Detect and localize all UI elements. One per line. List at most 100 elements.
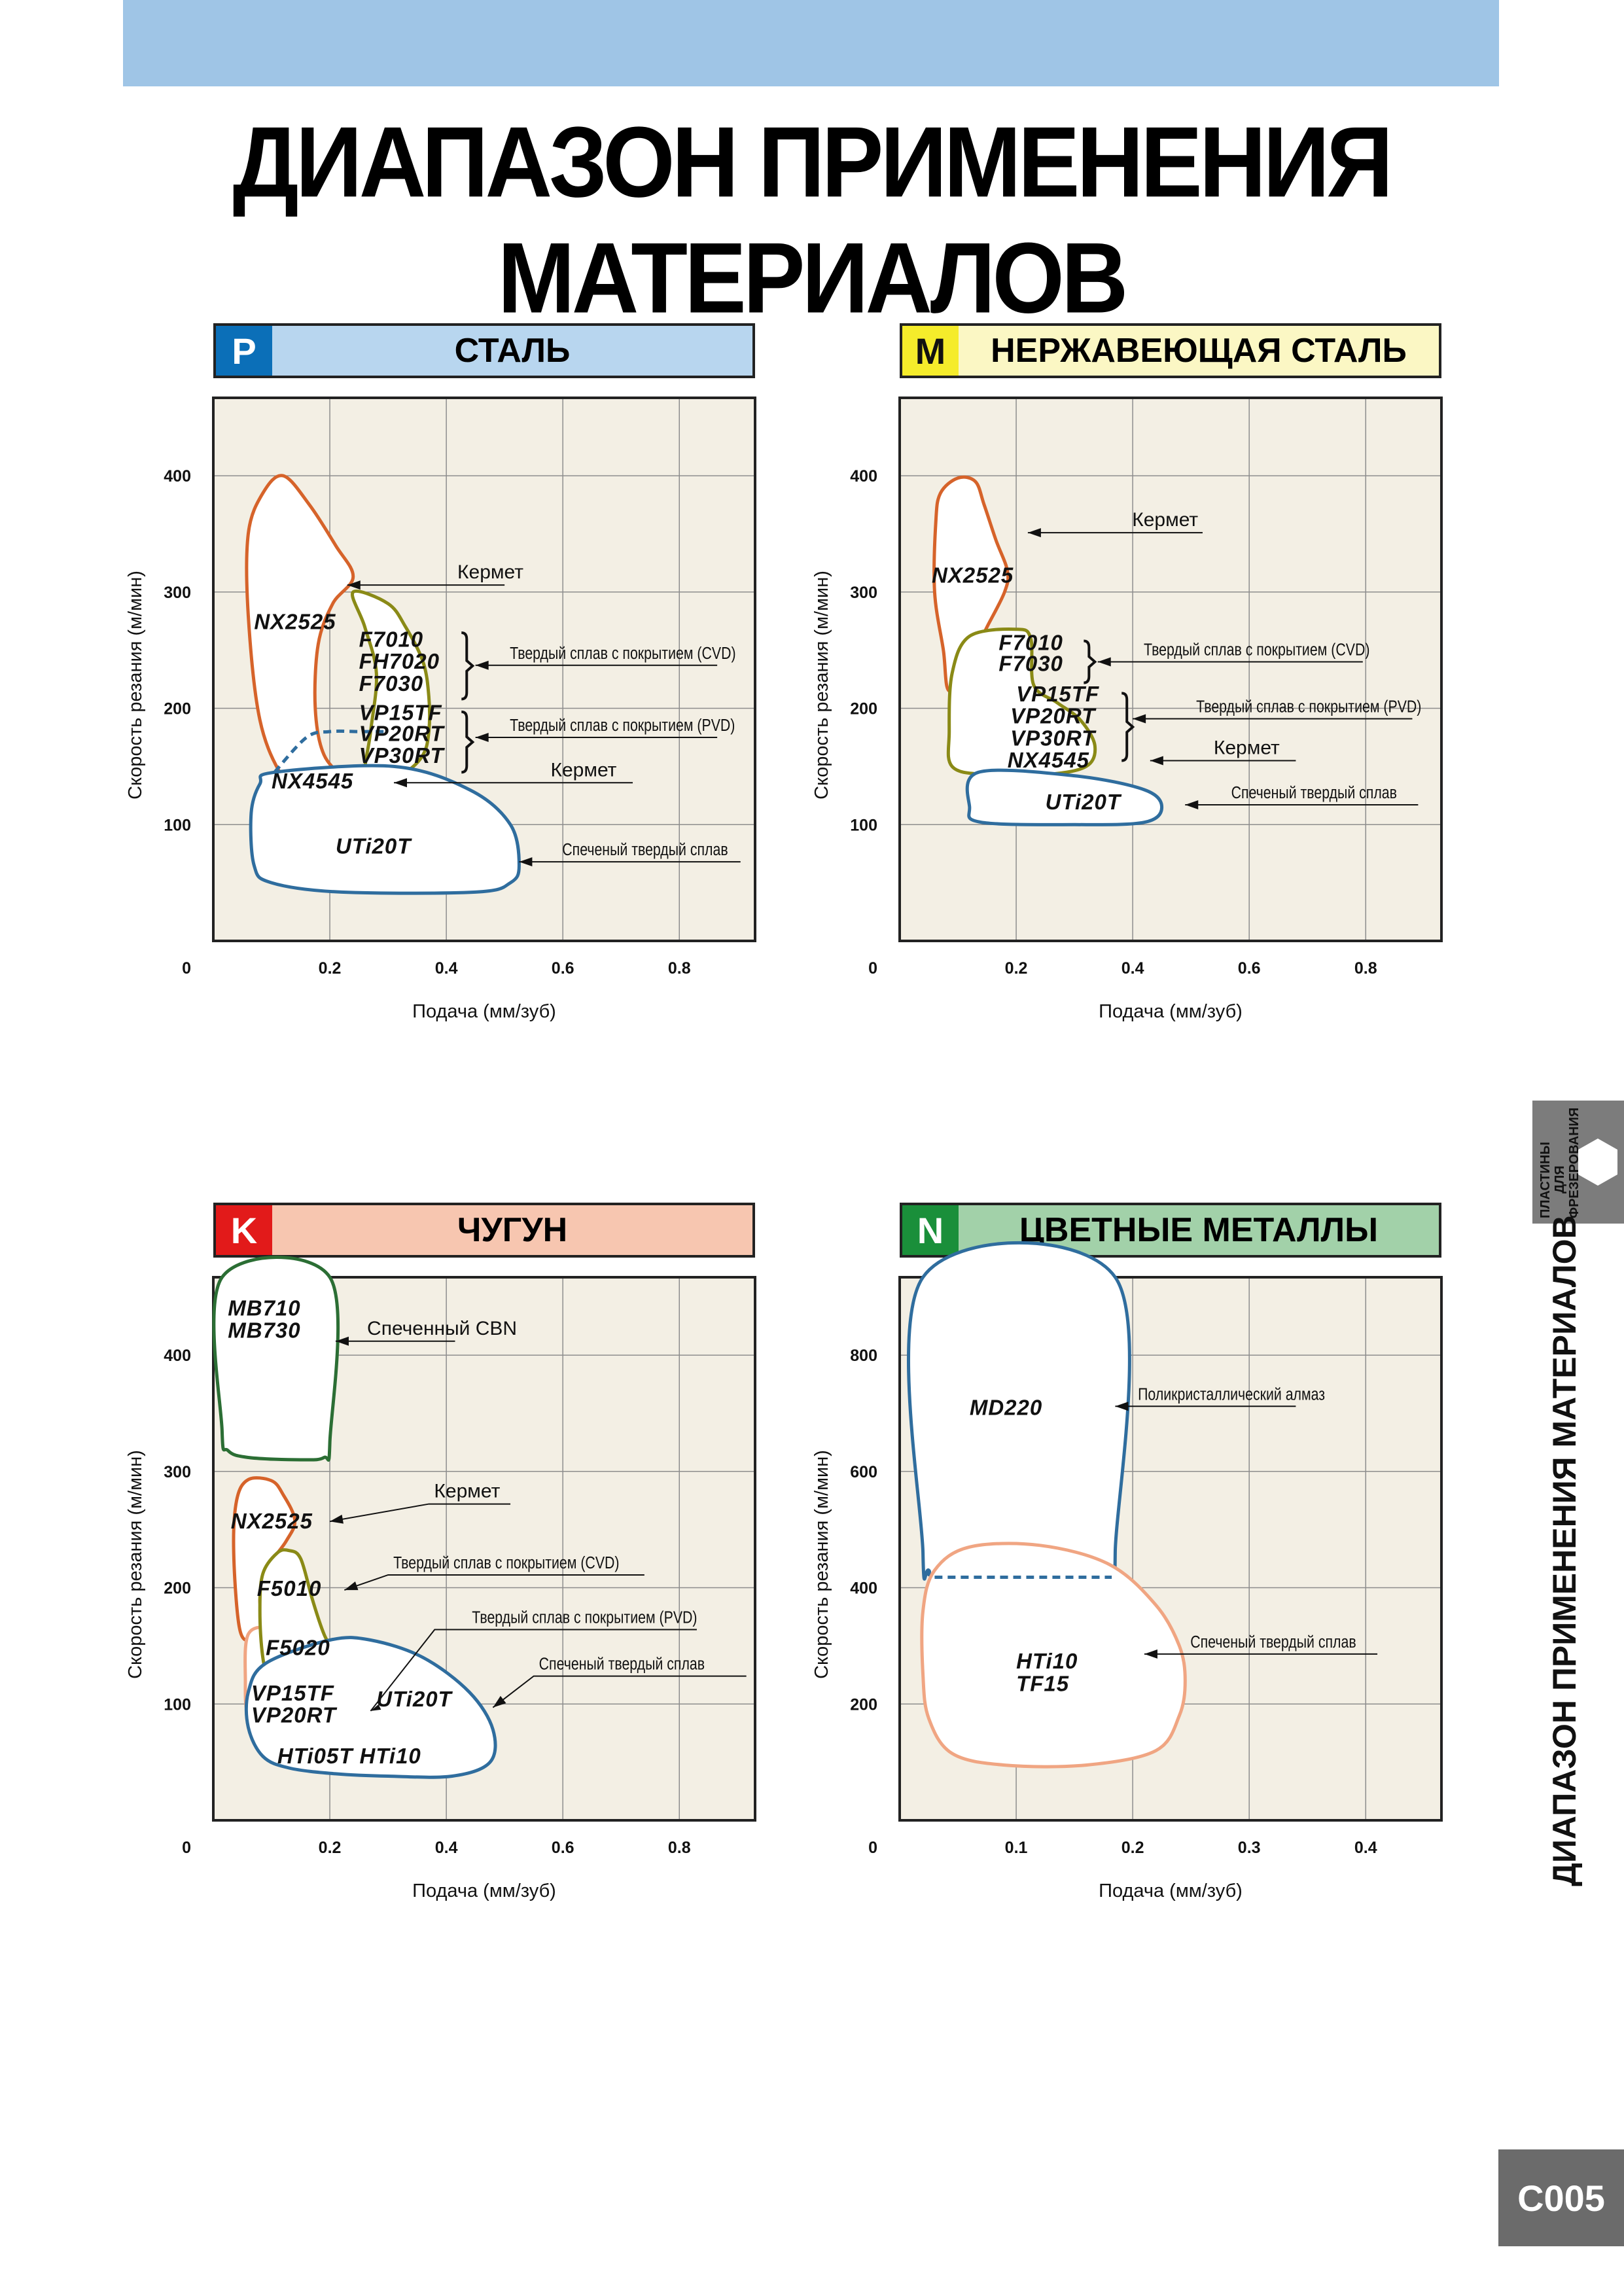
y-tick-label: 200 (850, 700, 877, 718)
grade-label: VP20RT (251, 1703, 338, 1727)
y-tick-label: 200 (164, 1580, 191, 1598)
origin-label: 0 (182, 959, 191, 978)
tool-material-label: Кермет (457, 561, 523, 583)
leader-line (344, 1574, 644, 1591)
application-region (920, 1542, 1187, 1769)
y-tick-label: 300 (850, 584, 877, 602)
tool-material-label: Твердый сплав с покрытием (PVD) (510, 716, 735, 735)
material-letter: P (216, 326, 272, 376)
leader-line (370, 1629, 697, 1712)
tool-material-label: Твердый сплав с покрытием (PVD) (472, 1608, 697, 1628)
y-tick-label: 400 (850, 467, 877, 486)
grade-label: VP15TF (1016, 682, 1099, 706)
tool-material-label: Спеченый твердый сплав (1231, 783, 1397, 803)
leader-arrow (493, 1695, 506, 1708)
y-axis-label: Скорость резания (м/мин) (811, 571, 832, 800)
y-tick-label: 200 (164, 700, 191, 718)
grade-label: MD220 (970, 1396, 1042, 1420)
leader-arrow (370, 1704, 381, 1711)
x-axis-label: Подача (мм/зуб) (1099, 1881, 1243, 1901)
grade-brace (461, 631, 475, 701)
material-letter: M (902, 326, 959, 376)
x-tick-label: 0.4 (1121, 959, 1144, 978)
side-title: ДИАПАЗОН ПРИМЕНЕНИЯ МАТЕРИАЛОВ (1546, 1215, 1583, 1886)
y-tick-label: 400 (850, 1580, 877, 1598)
application-region (244, 1636, 497, 1779)
tool-material-label: Твердый сплав с покрытием (CVD) (510, 644, 735, 663)
grade-label: VP15TF (359, 700, 442, 724)
top-banner (123, 0, 1499, 86)
grade-label: FH7020 (359, 649, 440, 673)
grade-label: VP20RT (1010, 704, 1097, 728)
application-region (965, 768, 1164, 826)
grade-label: VP15TF (251, 1681, 334, 1705)
plot-frame (898, 397, 1443, 942)
y-tick-label: 200 (850, 1695, 877, 1714)
y-tick-label: 300 (164, 1463, 191, 1481)
panel-steel: P СТАЛЬ 0.2 0.4 0.6 0.8 100 200 300 400 0 Подача … (123, 323, 817, 1022)
tool-material-label: Кермет (550, 759, 616, 781)
origin-label: 0 (868, 1839, 877, 1857)
grade-brace (1084, 639, 1097, 684)
grade-label: HTi05T HTi10 (277, 1744, 421, 1768)
y-tick-label: 100 (164, 1695, 191, 1714)
grade-label: F5020 (266, 1636, 330, 1660)
panel-header: P СТАЛЬ (213, 323, 755, 378)
region-boundary (273, 729, 389, 773)
application-region (249, 764, 521, 895)
grade-label: MB710 (228, 1296, 300, 1320)
grade-label: F7030 (998, 652, 1063, 676)
panel-title: СТАЛЬ (272, 326, 752, 376)
x-axis-label: Подача (мм/зуб) (1099, 1001, 1243, 1022)
tool-material-label: Спеченый твердый сплав (562, 840, 728, 860)
tool-material-label: Твердый сплав с покрытием (PVD) (1196, 698, 1421, 717)
tab-hexagon-icon (1578, 1139, 1617, 1186)
plot-frame (898, 1276, 1443, 1822)
panel-non-ferrous: N ЦВЕТНЫЕ МЕТАЛЛЫ 0.1 0.2 0.3 0.4 200 400 600 8… (809, 1203, 1503, 1901)
x-tick-label: 0.6 (552, 1839, 574, 1857)
x-tick-label: 0.2 (319, 1839, 342, 1857)
tool-material-label: Кермет (1214, 737, 1280, 759)
x-tick-label: 0.6 (1238, 959, 1261, 978)
grade-label: NX4545 (272, 769, 353, 793)
section-tab-label: ПЛАСТИНЫ ДЛЯ ФРЕЗЕРОВАНИЯ (1538, 1108, 1581, 1218)
panel-title: ЦВЕТНЫЕ МЕТАЛЛЫ (959, 1205, 1439, 1255)
grade-label: NX4545 (1008, 748, 1089, 772)
grade-label: NX2525 (254, 610, 336, 634)
tool-material-label: Кермет (1132, 509, 1198, 531)
y-tick-label: 600 (850, 1463, 877, 1481)
y-tick-label: 100 (164, 816, 191, 834)
y-tick-label: 100 (850, 816, 877, 834)
grade-label: F7010 (998, 631, 1063, 655)
tool-material-label: Спеченный CBN (367, 1318, 517, 1339)
x-tick-label: 0.6 (552, 959, 574, 978)
grade-label: HTi10 (1016, 1649, 1078, 1673)
panel-header: N ЦВЕТНЫЕ МЕТАЛЛЫ (900, 1203, 1441, 1258)
panel-header: K ЧУГУН (213, 1203, 755, 1258)
y-axis-label: Скорость резания (м/мин) (125, 1450, 146, 1679)
leader-arrow (1144, 1649, 1157, 1659)
application-region (946, 627, 1097, 777)
leader-arrow (475, 732, 489, 742)
grade-label: VP20RT (359, 721, 446, 745)
grade-label: F5010 (257, 1576, 322, 1600)
material-letter: K (216, 1205, 272, 1255)
leader-arrow (1027, 528, 1041, 538)
panel-cast-iron: K ЧУГУН 0.2 0.4 0.6 0.8 100 200 300 400 0 Подача … (123, 1203, 817, 1901)
chart-cast-iron: 0.2 0.4 0.6 0.8 100 200 300 400 0 Подача (мм/зуб)… (125, 1256, 756, 1901)
leader-line (492, 1675, 747, 1708)
grade-label: MB730 (228, 1318, 300, 1342)
page-number: C005 (1498, 2149, 1624, 2246)
grade-label: TF15 (1016, 1672, 1069, 1696)
origin-label: 0 (182, 1839, 191, 1857)
grade-label: UTi20T (1046, 790, 1122, 814)
x-tick-label: 0.1 (1005, 1839, 1028, 1857)
panel-header: M НЕРЖАВЕЮЩАЯ СТАЛЬ (900, 323, 1441, 378)
x-tick-label: 0.4 (1354, 1839, 1377, 1857)
grade-label: VP30RT (1010, 726, 1097, 750)
tab-line-3: ФРЕЗЕРОВАНИЯ (1567, 1108, 1581, 1218)
chart-non-ferrous: 0.1 0.2 0.3 0.4 200 400 600 800 0 Подача (мм/зуб)… (811, 1241, 1443, 1901)
grade-label: F7030 (359, 671, 424, 696)
leader-arrow (335, 1336, 349, 1346)
chart-stainless: 0.2 0.4 0.6 0.8 100 200 300 400 0 Подача (мм/зуб)… (811, 397, 1443, 1022)
